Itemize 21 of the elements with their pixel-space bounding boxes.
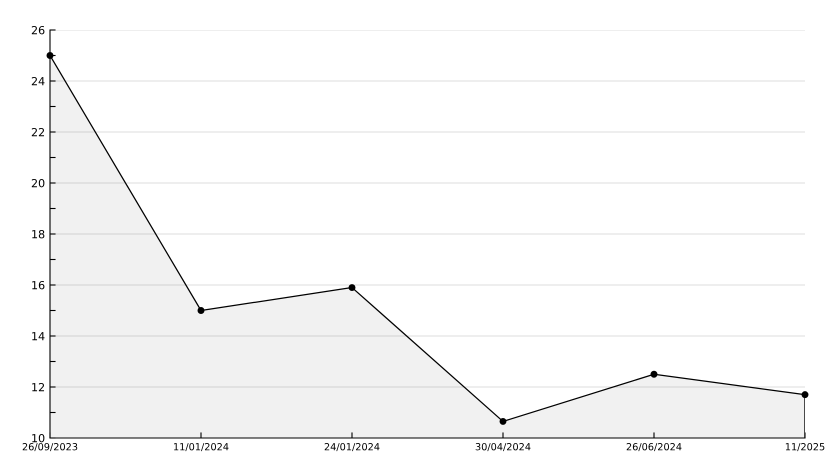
point xyxy=(650,370,658,378)
x-tick-label: 26/09/2023 xyxy=(22,443,78,452)
point xyxy=(802,391,808,398)
y-tick-label: 20 xyxy=(32,178,44,188)
x-tick-label: 11/01/2024 xyxy=(174,443,228,452)
point xyxy=(348,284,356,292)
point xyxy=(46,52,54,59)
point xyxy=(500,418,506,425)
y-tick-label: 26 xyxy=(32,26,44,34)
y-tick-label: 22 xyxy=(32,128,44,136)
y-tick-label: 12 xyxy=(32,382,44,392)
point xyxy=(198,307,204,314)
x-tick-label: 24/01/2024 xyxy=(324,443,380,452)
x-tick-label: 30/04/2024 xyxy=(476,443,530,452)
x-tick-label: 11/2025 xyxy=(786,443,824,452)
y-tick-label: 18 xyxy=(32,230,44,238)
y-tick-label: 14 xyxy=(32,332,45,340)
y-tick-label: 10 xyxy=(32,434,44,442)
y-tick-label: 16 xyxy=(32,280,44,290)
x-tick-label: 26/06/2024 xyxy=(626,443,682,452)
y-tick-label: 24 xyxy=(32,76,45,86)
